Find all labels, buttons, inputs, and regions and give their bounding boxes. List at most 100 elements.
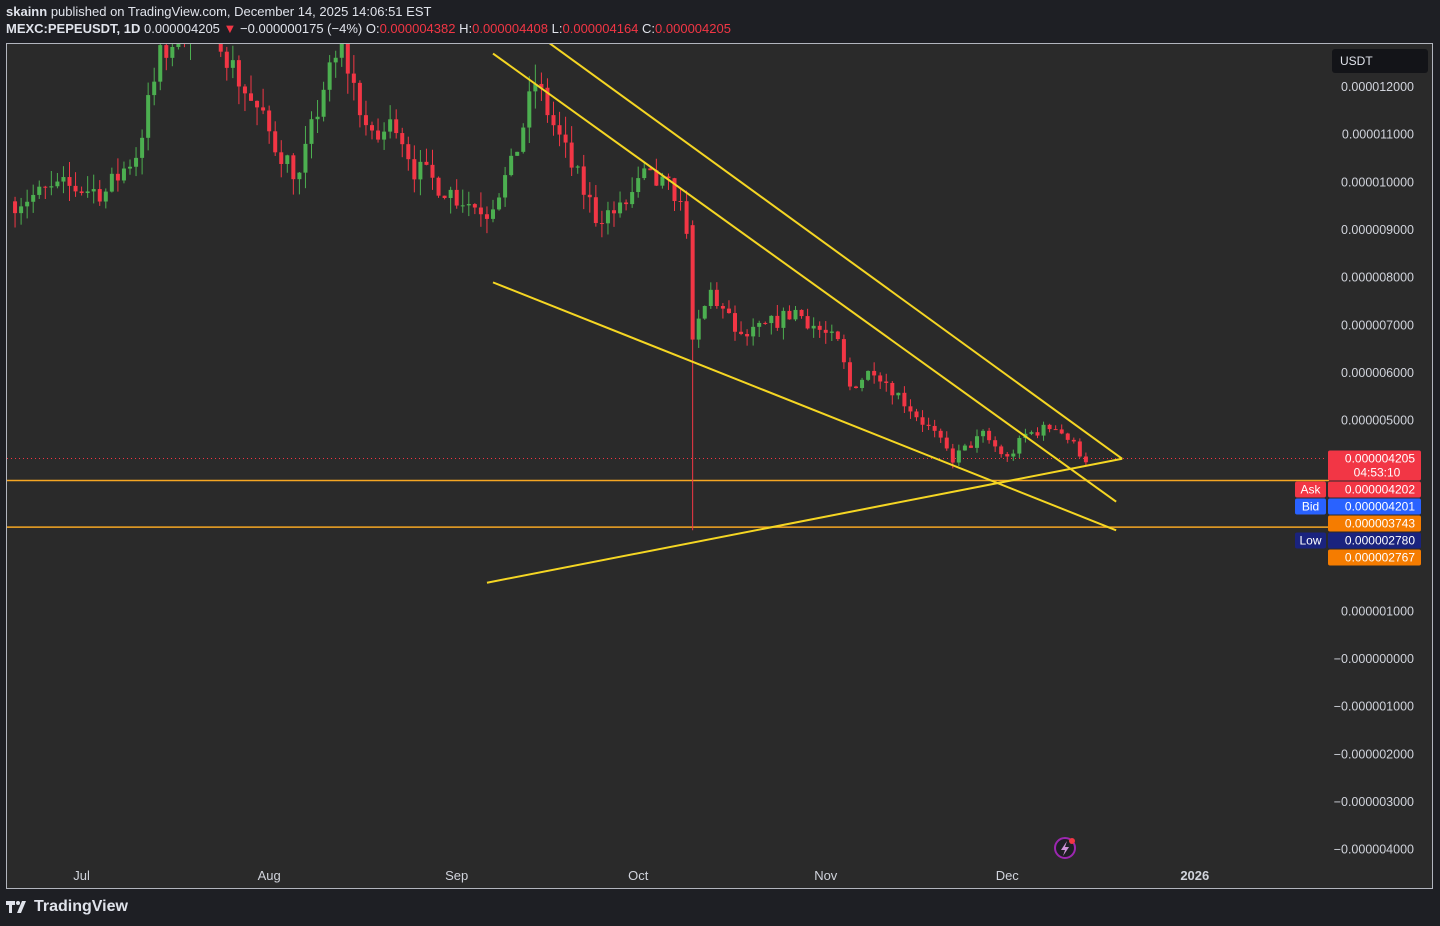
- candle-body: [418, 161, 423, 180]
- price-axis-value: 0.000004201: [1345, 500, 1415, 514]
- price-axis-label: [1328, 515, 1421, 532]
- y-tick-label: −0.000004000: [1334, 843, 1414, 857]
- price-axis-value: 0.000002780: [1345, 534, 1415, 548]
- candle-body: [799, 309, 804, 317]
- candle-body: [563, 134, 568, 143]
- candle-body: [587, 194, 592, 198]
- tradingview-logo-icon: [6, 901, 26, 913]
- candle-body: [509, 155, 514, 176]
- candle-body: [1017, 437, 1022, 454]
- candle-body: [279, 152, 284, 164]
- candle-body: [164, 45, 169, 58]
- candle-body: [436, 177, 441, 196]
- trendline: [548, 44, 1123, 460]
- symbol-label[interactable]: MEXC:PEPEUSDT, 1D: [6, 21, 141, 36]
- y-tick-label: 0.000008000: [1341, 271, 1414, 285]
- price-axis-label: [1328, 549, 1421, 566]
- candle-body: [412, 159, 417, 180]
- candle-body: [593, 197, 598, 224]
- candle-body: [1083, 456, 1088, 463]
- close-value: 0.000004205: [655, 21, 731, 36]
- candle-body: [49, 186, 54, 188]
- candle-body: [285, 155, 290, 164]
- candle-body: [25, 201, 30, 207]
- candle-body: [484, 214, 489, 219]
- candle-body: [218, 44, 223, 52]
- candle-body: [152, 81, 157, 96]
- candle-body: [79, 191, 84, 194]
- price-axis-label: [1328, 450, 1421, 481]
- y-tick-label: 0.000009000: [1341, 223, 1414, 237]
- currency-button[interactable]: USDT: [1332, 49, 1428, 73]
- tradingview-brand[interactable]: TradingView: [6, 898, 128, 916]
- candle-body: [648, 168, 653, 171]
- candle-body: [962, 445, 967, 451]
- candle-body: [751, 326, 756, 337]
- candle-body: [1005, 454, 1010, 457]
- candle-body: [388, 119, 393, 132]
- candle-body: [787, 310, 792, 320]
- candle-body: [793, 309, 798, 320]
- candle-body: [739, 331, 744, 334]
- candle-body: [466, 204, 471, 206]
- candle-body: [823, 329, 828, 333]
- y-tick-label: 0.000012000: [1341, 80, 1414, 94]
- y-tick-label: −0.000003000: [1334, 795, 1414, 809]
- candle-body: [170, 46, 175, 58]
- candle-body: [944, 437, 949, 449]
- candle-body: [291, 155, 296, 180]
- candle-body: [684, 201, 689, 234]
- candle-body: [781, 310, 786, 328]
- candle-body: [733, 313, 737, 332]
- x-tick-label: Jul: [73, 868, 90, 883]
- brand-name: TradingView: [34, 898, 128, 915]
- candle-body: [720, 306, 725, 309]
- candle-body: [297, 172, 302, 180]
- price-axis-value: 0.000003743: [1345, 517, 1415, 531]
- candle-body: [660, 176, 665, 186]
- price-axis-label: [1328, 498, 1421, 515]
- candle-body: [866, 370, 871, 380]
- candle-body: [19, 206, 24, 214]
- candle-body: [817, 325, 822, 330]
- publisher-name[interactable]: skainn: [6, 4, 48, 19]
- high-label: H:: [459, 21, 473, 36]
- y-tick-label: 0.000001000: [1341, 604, 1414, 618]
- candle-body: [472, 204, 477, 208]
- candle-body: [37, 186, 42, 195]
- candle-body: [303, 143, 308, 173]
- candle-body: [678, 201, 683, 203]
- last-price: 0.000004205: [144, 21, 220, 36]
- candle-body: [103, 191, 108, 202]
- candle-body: [442, 195, 447, 199]
- candle-body: [624, 202, 629, 205]
- candle-body: [448, 189, 453, 199]
- price-label-name: Low: [1299, 534, 1321, 548]
- candle-body: [835, 331, 840, 340]
- price-label-tag: [1295, 532, 1326, 549]
- candle-body: [642, 168, 647, 179]
- candle-body: [605, 210, 610, 224]
- x-tick-label: Sep: [445, 868, 468, 883]
- candle-body: [158, 45, 163, 82]
- price-chart[interactable]: Jul Aug Sep Oct Nov Dec 2026 0.000012000 0.00001…: [7, 44, 1432, 888]
- candle-body: [1011, 453, 1016, 457]
- candle-body: [339, 44, 344, 58]
- candle-body: [503, 175, 508, 198]
- trendline: [486, 457, 1123, 584]
- candle-body: [878, 375, 883, 382]
- candle-body: [890, 382, 895, 396]
- candle-body: [666, 176, 671, 179]
- candle-body: [454, 189, 459, 206]
- candle-body: [581, 166, 586, 195]
- candle-body: [860, 379, 865, 388]
- y-tick-label: −0.000002000: [1334, 747, 1414, 761]
- y-tick-label: 0.000006000: [1341, 366, 1414, 380]
- price-label-name: Ask: [1300, 483, 1321, 497]
- candle-body: [636, 178, 641, 193]
- candle-body: [545, 87, 550, 116]
- price-change: −0.000000175 (−4%): [240, 21, 363, 36]
- candle-body: [981, 430, 986, 437]
- price-axis-value: 0.000002767: [1345, 551, 1415, 565]
- candle-body: [902, 392, 907, 407]
